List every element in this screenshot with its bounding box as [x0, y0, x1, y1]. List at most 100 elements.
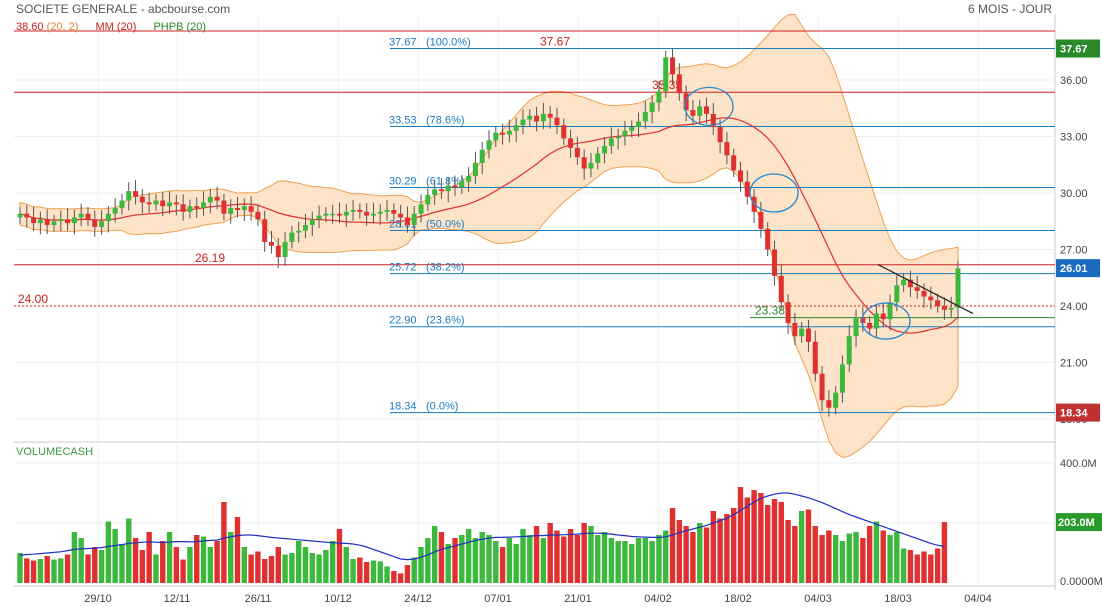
price-tag-label: 18.34	[1060, 408, 1088, 420]
volume-bar	[635, 538, 642, 583]
volume-bar	[805, 509, 812, 583]
fib-value: 22.90	[389, 315, 417, 327]
date-tick-label: 04/04	[964, 593, 992, 605]
date-tick-label: 10/12	[324, 593, 352, 605]
candle-body	[71, 217, 77, 224]
candle-body	[819, 373, 825, 401]
fib-value: 37.67	[389, 37, 417, 49]
volume-bar	[255, 551, 261, 583]
fib-value: 33.53	[389, 115, 417, 127]
volume-bar	[295, 541, 302, 583]
candle-body	[914, 287, 920, 291]
volume-bar	[309, 553, 315, 583]
volume-bar	[832, 535, 839, 583]
candle-body	[119, 200, 125, 209]
volume-bar	[887, 535, 893, 583]
annotation-ellipse	[749, 173, 799, 213]
volume-bar	[595, 535, 601, 583]
candle-body	[812, 341, 818, 374]
volume-bar	[554, 530, 560, 583]
candle-body	[704, 106, 710, 114]
candle-body	[343, 211, 349, 216]
legend-bollinger[interactable]: 38.60 (20, 2)	[16, 21, 78, 33]
candle-body	[146, 202, 152, 205]
volume-bar	[588, 526, 594, 583]
volume-bar	[798, 511, 805, 583]
volume-bar	[173, 547, 180, 583]
candle-body	[785, 302, 791, 323]
annotation-ellipse	[861, 302, 911, 340]
candle-body	[799, 328, 805, 337]
volume-bar	[914, 554, 920, 583]
volume-bar	[24, 558, 30, 583]
volume-bar	[928, 554, 934, 583]
volume-bar	[214, 541, 220, 583]
candle-body	[833, 392, 839, 408]
volume-bar	[894, 532, 900, 583]
price-tick-label: 21.00	[1060, 358, 1088, 370]
volume-bar	[431, 526, 438, 583]
candle-body	[744, 181, 750, 197]
candle-body	[207, 196, 213, 203]
annotations	[684, 86, 974, 340]
date-tick-label: 04/02	[644, 593, 672, 605]
candle-body	[540, 113, 546, 122]
candle-body	[398, 213, 404, 218]
volume-bar	[343, 547, 349, 583]
volume-bar	[418, 547, 424, 583]
candle-body	[894, 285, 900, 303]
fib-percent: (0.0%)	[426, 401, 458, 413]
volume-bar	[452, 538, 458, 583]
volume-bar	[812, 526, 818, 583]
volume-bar	[37, 559, 44, 583]
candle-body	[534, 115, 540, 122]
candle-body	[255, 211, 261, 220]
volume-bar	[200, 536, 207, 583]
candle-body	[289, 232, 295, 242]
volume-bar	[404, 565, 411, 583]
candle-body	[901, 279, 907, 286]
date-tick-label: 18/02	[724, 593, 752, 605]
candle-body	[710, 113, 716, 128]
volume-bar	[98, 550, 105, 583]
candle-body	[92, 219, 98, 227]
volume-bar	[656, 535, 662, 583]
volume-bar	[846, 533, 852, 583]
volume-bar	[730, 508, 737, 583]
volume-bar	[561, 536, 567, 583]
volume-bar	[479, 532, 485, 583]
volume-bar	[493, 541, 499, 583]
price-tag	[1056, 259, 1100, 278]
candle-body	[561, 125, 567, 139]
volume-bar	[751, 490, 757, 583]
volume-bar	[839, 541, 846, 583]
candle-body	[31, 217, 37, 224]
candle-body	[302, 225, 308, 231]
volume-bar	[513, 544, 519, 583]
candle-body	[500, 132, 506, 135]
candle-body	[493, 132, 499, 141]
legend-ma[interactable]: MM (20)	[95, 21, 137, 33]
volume-bar	[601, 532, 608, 583]
candle-body	[792, 322, 798, 337]
volume-bar	[465, 529, 472, 583]
candle-body	[867, 322, 873, 329]
candle-body	[826, 400, 832, 408]
candle-body	[262, 219, 268, 242]
volume-panel-label: VOLUMECASH	[16, 446, 94, 458]
volume-bar	[425, 538, 431, 583]
candle-body	[656, 91, 662, 103]
volume-bar	[567, 529, 574, 583]
volume-bar	[880, 530, 886, 583]
legend-phpb[interactable]: PHPB (20)	[153, 21, 207, 33]
candle-body	[316, 215, 322, 220]
volume-bar	[323, 550, 329, 583]
date-tick-label: 29/10	[84, 593, 112, 605]
price-tick-label: 27.00	[1060, 245, 1088, 257]
volume-tick-label: 0.0000M	[1060, 576, 1102, 588]
date-tick-label: 24/12	[404, 593, 432, 605]
candle-body	[860, 317, 866, 323]
candle-body	[235, 208, 241, 210]
